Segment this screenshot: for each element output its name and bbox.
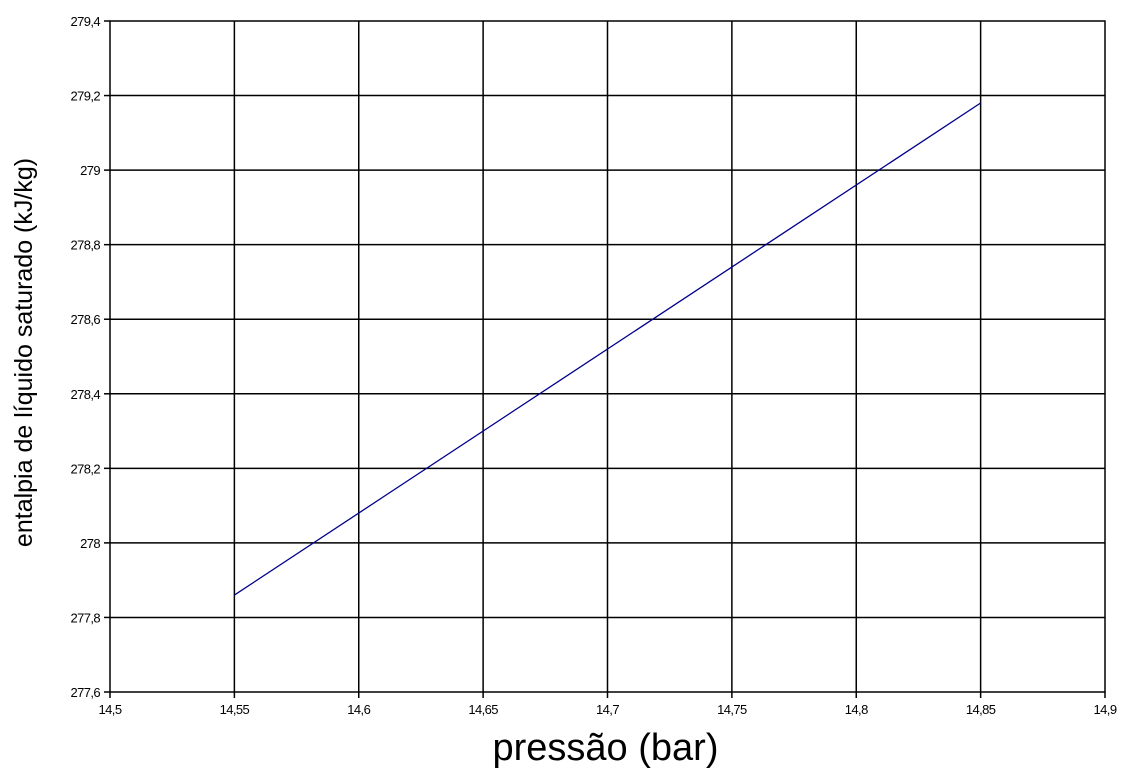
y-tick-label: 279,4 [70,14,100,29]
y-tick-label: 279,2 [70,89,100,104]
x-tick-label: 14,9 [1094,702,1117,717]
series-line-0 [234,102,981,596]
y-tick-label: 278,8 [70,238,100,253]
x-tick-labels: 14,5 14,55 14,6 14,65 14,7 14,75 14,8 14,85 14,9 [99,702,1118,717]
y-tick-label: 279 [80,163,100,178]
x-tick-label: 14,55 [220,702,250,717]
x-tick-label: 14,75 [717,702,747,717]
y-tick-label: 277,8 [70,610,100,625]
series-layer [234,102,981,596]
plot-frame [109,20,1106,693]
horizontal-gridlines [104,20,1105,693]
x-tick-label: 14,85 [966,702,996,717]
x-tick-label: 14,5 [99,702,122,717]
x-tick-label: 14,6 [347,702,370,717]
y-tick-label: 278,4 [70,387,100,402]
y-tick-label: 278 [80,536,100,551]
vertical-gridlines [109,21,1106,698]
x-axis-title: pressão (bar) [493,727,719,769]
y-tick-label: 277,6 [70,685,100,700]
y-axis-title: entalpia de líquido saturado (kJ/kg) [10,158,38,547]
y-tick-label: 278,2 [70,461,100,476]
x-tick-label: 14,65 [468,702,498,717]
y-tick-label: 278,6 [70,312,100,327]
y-tick-labels: 277,6 277,8 278 278,2 278,4 278,6 278,8 279 279,… [70,14,101,700]
x-tick-label: 14,8 [845,702,868,717]
x-tick-label: 14,7 [596,702,619,717]
